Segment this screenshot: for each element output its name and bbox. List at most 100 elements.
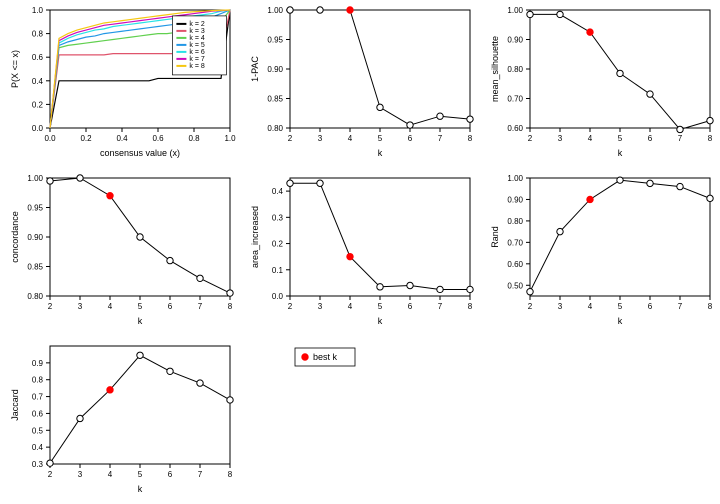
svg-text:2: 2	[48, 302, 53, 311]
svg-text:k = 2: k = 2	[189, 21, 204, 28]
svg-text:0.95: 0.95	[267, 36, 283, 45]
svg-text:0.4: 0.4	[32, 443, 44, 452]
svg-text:5: 5	[378, 134, 383, 143]
svg-text:8: 8	[228, 302, 233, 311]
svg-text:0.6: 0.6	[152, 134, 164, 143]
svg-text:1-PAC: 1-PAC	[250, 56, 260, 82]
svg-text:0.70: 0.70	[507, 238, 523, 247]
svg-text:0.70: 0.70	[507, 95, 523, 104]
svg-text:3: 3	[78, 470, 83, 479]
svg-text:0.0: 0.0	[32, 124, 44, 133]
svg-text:7: 7	[438, 134, 443, 143]
svg-text:k = 7: k = 7	[189, 56, 204, 63]
svg-text:area_increased: area_increased	[250, 206, 260, 268]
svg-text:6: 6	[408, 302, 413, 311]
svg-text:0.90: 0.90	[507, 36, 523, 45]
svg-text:0.1: 0.1	[272, 266, 284, 275]
svg-text:4: 4	[108, 302, 113, 311]
svg-text:7: 7	[678, 134, 683, 143]
svg-text:k: k	[378, 316, 383, 326]
svg-text:2: 2	[528, 302, 533, 311]
svg-text:2: 2	[48, 470, 53, 479]
svg-text:k = 6: k = 6	[189, 49, 204, 56]
svg-text:7: 7	[198, 470, 203, 479]
svg-text:0.90: 0.90	[27, 233, 43, 242]
svg-text:0.60: 0.60	[507, 260, 523, 269]
svg-text:8: 8	[228, 470, 233, 479]
svg-text:0.85: 0.85	[27, 263, 43, 272]
svg-text:concordance: concordance	[10, 211, 20, 263]
svg-text:2: 2	[528, 134, 533, 143]
svg-text:0.4: 0.4	[32, 77, 44, 86]
svg-text:0.8: 0.8	[188, 134, 200, 143]
svg-text:0.8: 0.8	[32, 30, 44, 39]
svg-text:0.2: 0.2	[80, 134, 92, 143]
svg-text:1.00: 1.00	[27, 174, 43, 183]
svg-text:1.0: 1.0	[32, 6, 44, 15]
cdf-plot: 0.0 0.2 0.4 0.6 0.8 1.0 0.0 0.2 0.4 0.6 0.8 1.0 cons…	[0, 0, 240, 168]
svg-text:0.85: 0.85	[267, 95, 283, 104]
svg-text:6: 6	[648, 302, 653, 311]
svg-text:7: 7	[678, 302, 683, 311]
svg-text:6: 6	[168, 470, 173, 479]
svg-text:3: 3	[318, 134, 323, 143]
svg-text:k: k	[138, 316, 143, 326]
svg-text:k = 8: k = 8	[189, 63, 204, 70]
svg-text:5: 5	[618, 302, 623, 311]
svg-text:consensus value (x): consensus value (x)	[100, 148, 180, 158]
svg-text:3: 3	[558, 134, 563, 143]
svg-text:8: 8	[468, 302, 473, 311]
svg-text:8: 8	[468, 134, 473, 143]
svg-text:7: 7	[438, 302, 443, 311]
svg-text:3: 3	[78, 302, 83, 311]
metric-plot-Jaccard: 23456780.30.40.50.60.70.80.9kJaccard	[0, 336, 240, 504]
legend-bestk: best k	[240, 336, 480, 504]
svg-text:k = 4: k = 4	[189, 35, 204, 42]
svg-text:3: 3	[318, 302, 323, 311]
svg-text:0.80: 0.80	[27, 292, 43, 301]
svg-text:0.6: 0.6	[32, 53, 44, 62]
svg-text:0.3: 0.3	[32, 460, 44, 469]
svg-text:6: 6	[408, 134, 413, 143]
metric-plot-mean_silhouette: 23456780.600.700.800.901.00kmean_silhoue…	[480, 0, 720, 168]
svg-text:k = 3: k = 3	[189, 28, 204, 35]
svg-text:0.90: 0.90	[507, 195, 523, 204]
svg-text:1.0: 1.0	[224, 134, 236, 143]
svg-text:0.0: 0.0	[272, 292, 284, 301]
svg-text:8: 8	[708, 134, 713, 143]
svg-text:0.90: 0.90	[267, 65, 283, 74]
svg-text:0.95: 0.95	[27, 204, 43, 213]
svg-text:0.9: 0.9	[32, 359, 44, 368]
svg-text:4: 4	[348, 134, 353, 143]
svg-text:0.80: 0.80	[507, 217, 523, 226]
svg-text:4: 4	[588, 302, 593, 311]
svg-text:P(X <= x): P(X <= x)	[10, 50, 20, 88]
svg-text:4: 4	[348, 302, 353, 311]
svg-text:3: 3	[558, 302, 563, 311]
svg-text:1.00: 1.00	[267, 6, 283, 15]
svg-text:2: 2	[288, 302, 293, 311]
svg-text:k: k	[138, 484, 143, 494]
svg-text:0.80: 0.80	[267, 124, 283, 133]
svg-text:k: k	[378, 148, 383, 158]
svg-text:k: k	[618, 316, 623, 326]
svg-text:0.8: 0.8	[32, 376, 44, 385]
metric-plot-1-PAC: 23456780.800.850.900.951.00k1-PAC	[240, 0, 480, 168]
svg-text:Jaccard: Jaccard	[10, 389, 20, 421]
svg-text:0.5: 0.5	[32, 426, 44, 435]
legend-bestk-label: best k	[313, 352, 338, 362]
svg-text:mean_silhouette: mean_silhouette	[490, 36, 500, 102]
svg-text:5: 5	[138, 470, 143, 479]
svg-text:5: 5	[618, 134, 623, 143]
svg-text:0.4: 0.4	[272, 187, 284, 196]
svg-text:5: 5	[138, 302, 143, 311]
svg-text:0.80: 0.80	[507, 65, 523, 74]
svg-text:5: 5	[378, 302, 383, 311]
svg-text:0.0: 0.0	[44, 134, 56, 143]
svg-text:0.50: 0.50	[507, 281, 523, 290]
svg-text:8: 8	[708, 302, 713, 311]
svg-text:0.2: 0.2	[32, 100, 44, 109]
svg-text:1.00: 1.00	[507, 6, 523, 15]
svg-text:4: 4	[588, 134, 593, 143]
svg-text:0.4: 0.4	[116, 134, 128, 143]
